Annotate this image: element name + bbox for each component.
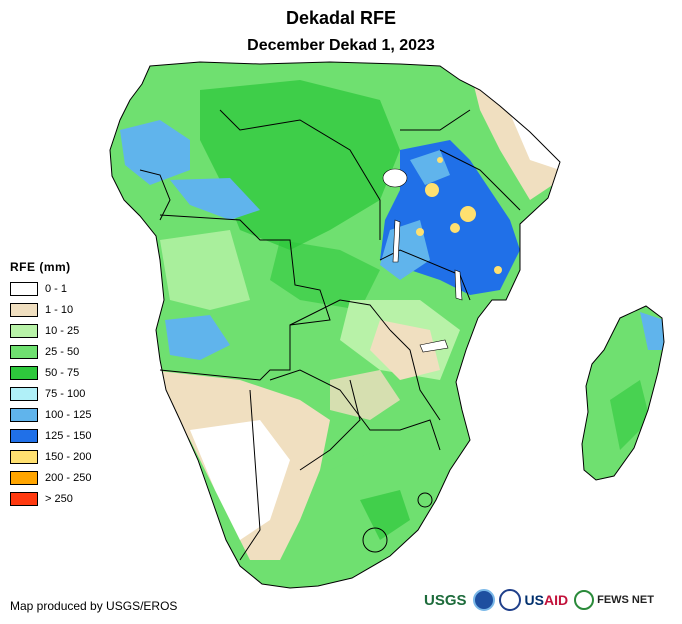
legend-swatch <box>10 449 38 464</box>
legend-swatch <box>10 386 38 401</box>
legend-label: 50 - 75 <box>45 366 80 379</box>
noaa-logo-icon <box>472 589 495 611</box>
partner-logos: USGS US AID FEWS NET <box>424 584 676 616</box>
country-boundaries <box>109 61 665 589</box>
map-title: Dekadal RFE <box>285 8 397 28</box>
legend-row: 10 - 25 <box>10 320 91 341</box>
map-credit: Map produced by USGS/EROS <box>10 599 178 613</box>
legend-label: 25 - 50 <box>45 345 80 358</box>
legend-label: 75 - 100 <box>45 387 86 400</box>
legend-row: 0 - 1 <box>10 278 91 299</box>
legend-label: > 250 <box>45 492 73 505</box>
fews-globe-icon <box>574 590 595 610</box>
legend-label: 1 - 10 <box>45 303 74 316</box>
legend-swatch <box>10 344 38 359</box>
legend-swatch <box>10 365 38 380</box>
legend-row: 50 - 75 <box>10 362 91 383</box>
lakes <box>382 168 463 353</box>
legend-swatch <box>10 491 38 506</box>
legend-label: 150 - 200 <box>45 450 92 463</box>
usaid-logo: US AID <box>525 592 569 608</box>
usaid-logo-us: US <box>524 592 544 608</box>
legend-title: RFE (mm) <box>10 260 71 274</box>
legend-row: 200 - 250 <box>10 467 91 488</box>
legend-row: 100 - 125 <box>10 404 91 425</box>
legend-row: 1 - 10 <box>10 299 91 320</box>
legend-label: 10 - 25 <box>45 324 80 337</box>
agency-seal-icon <box>498 589 521 611</box>
legend-swatch <box>10 407 38 422</box>
usaid-logo-aid: AID <box>543 592 569 608</box>
legend-label: 100 - 125 <box>45 408 92 421</box>
legend-row: 125 - 150 <box>10 425 91 446</box>
legend-swatch <box>10 470 38 485</box>
legend-row: 25 - 50 <box>10 341 91 362</box>
legend-label: 125 - 150 <box>45 429 92 442</box>
usgs-logo: USGS <box>424 591 467 609</box>
legend-row: > 250 <box>10 488 91 509</box>
legend: RFE (mm) 0 - 1 1 - 10 10 - 25 25 - 50 50… <box>10 260 91 509</box>
legend-swatch <box>10 428 38 443</box>
legend-swatch <box>10 281 38 296</box>
legend-swatch <box>10 323 38 338</box>
legend-row: 150 - 200 <box>10 446 91 467</box>
legend-row: 75 - 100 <box>10 383 91 404</box>
fews-net-logo: FEWS NET <box>597 594 654 606</box>
legend-label: 0 - 1 <box>45 282 68 295</box>
legend-swatch <box>10 302 38 317</box>
legend-label: 200 - 250 <box>45 471 92 484</box>
map-subtitle: December Dekad 1, 2023 <box>247 37 435 54</box>
